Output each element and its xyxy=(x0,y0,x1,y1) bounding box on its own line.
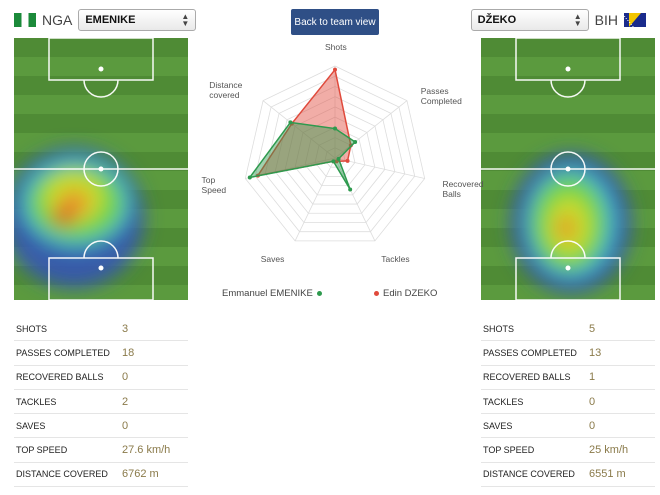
radar-point xyxy=(353,139,358,144)
stat-value: 18 xyxy=(122,346,135,359)
right-stats-table: SHOTS 5 PASSES COMPLETED 13 RECOVERED BALL… xyxy=(481,317,655,488)
stat-label: TOP SPEED xyxy=(483,445,535,456)
stat-value: 27.6 km/h xyxy=(122,444,171,457)
stat-row: TACKLES 0 xyxy=(481,390,655,415)
stat-label: TACKLES xyxy=(16,396,57,407)
radar-axis-label: Saves xyxy=(260,253,285,264)
stat-label: TACKLES xyxy=(483,396,524,407)
stat-label: PASSES COMPLETED xyxy=(483,347,577,358)
stat-value: 5 xyxy=(589,322,596,335)
bosnia-flag-icon xyxy=(624,13,646,27)
radar-grid-ring xyxy=(244,65,426,242)
legend-label: Emmanuel EMENIKE xyxy=(222,288,313,299)
radar-spoke xyxy=(294,157,336,242)
radar-axis-label: Recovered Balls xyxy=(442,178,484,199)
radar-grid-ring xyxy=(254,75,416,233)
left-stats-table: SHOTS 3 PASSES COMPLETED 18 RECOVERED BALL… xyxy=(14,317,188,488)
radar-axis-label: Passes Completed xyxy=(420,86,462,107)
radar-point xyxy=(345,158,350,163)
stat-row: PASSES COMPLETED 18 xyxy=(14,341,188,366)
stat-row: TOP SPEED 27.6 km/h xyxy=(14,438,188,463)
radar-point xyxy=(247,175,252,180)
radar-grid-ring xyxy=(304,126,366,187)
stat-row: DISTANCE COVERED 6762 m xyxy=(14,463,188,488)
legend-label: Edin DZEKO xyxy=(383,288,438,299)
radar-point xyxy=(288,120,293,125)
back-to-team-view-button[interactable]: Back to team view xyxy=(291,9,379,35)
stat-label: RECOVERED BALLS xyxy=(483,372,571,383)
stat-row: SAVES 0 xyxy=(14,414,188,439)
stat-row: TACKLES 2 xyxy=(14,390,188,415)
radar-chart xyxy=(205,58,465,268)
stat-row: RECOVERED BALLS 0 xyxy=(14,366,188,390)
radar-point xyxy=(336,156,341,161)
stat-value: 1 xyxy=(589,371,596,384)
stat-label: TOP SPEED xyxy=(16,445,68,456)
stat-value: 25 km/h xyxy=(589,444,629,457)
radar-grid-ring xyxy=(264,86,406,223)
stat-value: 2 xyxy=(122,395,129,408)
legend-dot-icon xyxy=(316,291,322,296)
right-player-select-value: DŽEKO xyxy=(477,14,517,26)
stat-value: 3 xyxy=(122,322,129,335)
stat-label: SAVES xyxy=(16,420,46,431)
radar-point xyxy=(348,187,353,192)
stat-row: SAVES 0 xyxy=(481,414,655,439)
stat-row: PASSES COMPLETED 13 xyxy=(481,341,655,366)
legend-item-dzeko[interactable]: Edin DZEKO xyxy=(370,288,437,299)
legend-dot-icon xyxy=(374,291,379,296)
right-team-header: DŽEKO ▲ ▼ BIH xyxy=(470,9,646,31)
radar-axis-label: Tackles xyxy=(381,253,410,264)
radar-grid-ring xyxy=(284,106,386,205)
stat-row: RECOVERED BALLS 1 xyxy=(481,366,655,390)
stat-label: PASSES COMPLETED xyxy=(16,347,110,358)
left-player-select[interactable]: EMENIKE ▲ ▼ xyxy=(78,9,197,31)
left-team-header: NGA EMENIKE ▲ ▼ xyxy=(14,9,197,31)
select-arrows-icon: ▲ ▼ xyxy=(181,12,190,28)
radar-point xyxy=(333,67,337,72)
left-heatmap-pitch xyxy=(14,38,188,300)
stat-label: SHOTS xyxy=(16,323,48,334)
stat-label: SHOTS xyxy=(483,323,515,334)
right-team-code: BIH xyxy=(594,12,618,28)
stat-value: 0 xyxy=(589,395,596,408)
radar-point xyxy=(331,159,336,164)
stat-value: 0 xyxy=(122,371,129,384)
radar-spoke xyxy=(334,157,425,179)
right-player-select[interactable]: DŽEKO ▲ ▼ xyxy=(470,9,589,31)
radar-series-area xyxy=(248,121,357,190)
radar-spoke xyxy=(262,100,336,159)
stat-value: 6551 m xyxy=(589,468,626,481)
left-team-code: NGA xyxy=(42,12,73,28)
stat-value: 6762 m xyxy=(122,468,159,481)
radar-axis-label: Shots xyxy=(325,42,347,52)
stat-label: SAVES xyxy=(483,420,513,431)
radar-point xyxy=(333,126,337,131)
stat-label: RECOVERED BALLS xyxy=(16,372,104,383)
radar-grid-ring xyxy=(294,116,376,196)
select-arrows-icon: ▲ ▼ xyxy=(573,12,582,28)
nigeria-flag-icon xyxy=(14,13,36,27)
left-player-select-value: EMENIKE xyxy=(85,14,136,26)
stat-row: SHOTS 3 xyxy=(14,317,188,342)
radar-axis-label: Top Speed xyxy=(201,174,227,195)
right-heatmap-pitch xyxy=(481,38,655,300)
stat-value: 0 xyxy=(589,419,596,432)
stat-value: 0 xyxy=(122,419,129,432)
stat-row: DISTANCE COVERED 6551 m xyxy=(481,463,655,488)
stat-value: 13 xyxy=(589,346,602,359)
radar-axis-label: Distance covered xyxy=(209,80,243,101)
stat-label: DISTANCE COVERED xyxy=(16,469,108,480)
stat-row: SHOTS 5 xyxy=(481,317,655,342)
radar-spoke xyxy=(334,100,408,159)
stat-label: DISTANCE COVERED xyxy=(483,469,575,480)
radar-spoke xyxy=(334,157,376,242)
legend-item-emenike[interactable]: Emmanuel EMENIKE xyxy=(222,288,326,299)
stat-row: TOP SPEED 25 km/h xyxy=(481,438,655,463)
radar-grid-ring xyxy=(314,137,356,177)
